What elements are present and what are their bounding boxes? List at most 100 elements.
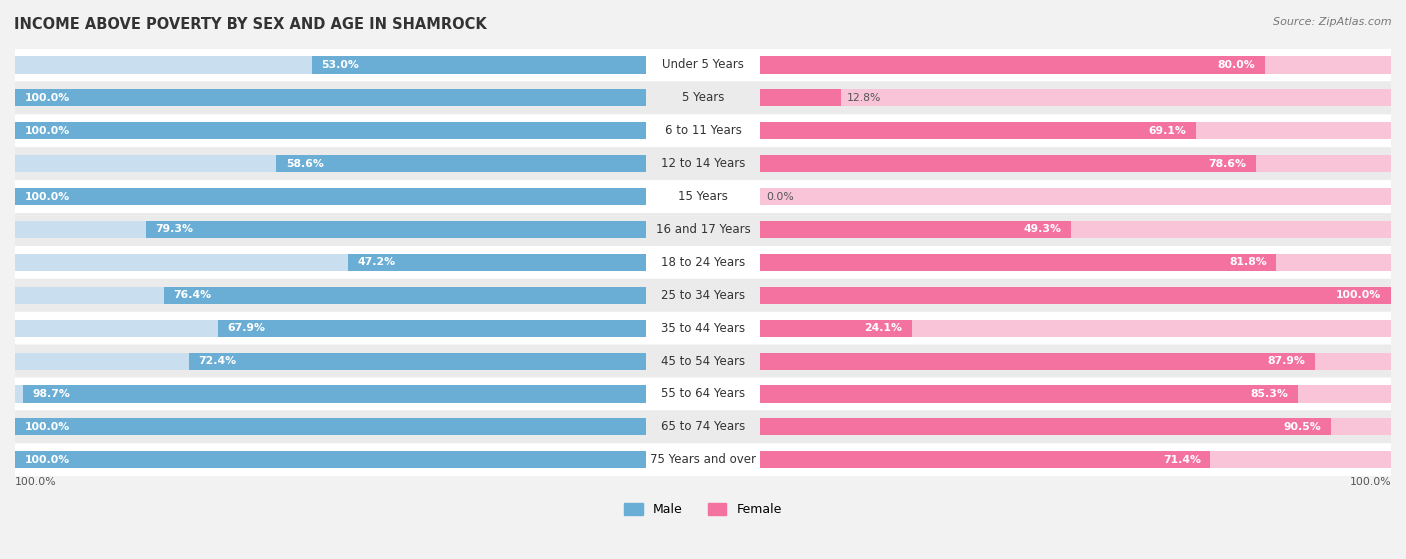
Bar <box>759 287 1391 304</box>
Text: 100.0%: 100.0% <box>15 477 56 487</box>
Text: 72.4%: 72.4% <box>198 356 236 366</box>
Bar <box>759 122 1197 139</box>
Text: 12 to 14 Years: 12 to 14 Years <box>661 157 745 170</box>
FancyBboxPatch shape <box>15 279 1391 312</box>
Text: 87.9%: 87.9% <box>1267 356 1305 366</box>
FancyBboxPatch shape <box>15 147 1391 180</box>
Text: 65 to 74 Years: 65 to 74 Years <box>661 420 745 433</box>
Text: 58.6%: 58.6% <box>285 159 323 169</box>
Bar <box>15 155 647 172</box>
FancyBboxPatch shape <box>15 180 1391 213</box>
Bar <box>759 320 912 337</box>
Text: 6 to 11 Years: 6 to 11 Years <box>665 124 741 138</box>
Text: 85.3%: 85.3% <box>1251 389 1289 399</box>
Bar <box>759 386 1391 402</box>
Text: 47.2%: 47.2% <box>357 257 396 267</box>
Text: 100.0%: 100.0% <box>24 192 70 202</box>
Bar <box>15 320 647 337</box>
Bar <box>15 188 647 205</box>
FancyBboxPatch shape <box>15 49 1391 82</box>
Text: 16 and 17 Years: 16 and 17 Years <box>655 223 751 236</box>
Text: 100.0%: 100.0% <box>24 93 70 103</box>
Text: 24.1%: 24.1% <box>865 323 903 333</box>
Text: INCOME ABOVE POVERTY BY SEX AND AGE IN SHAMROCK: INCOME ABOVE POVERTY BY SEX AND AGE IN S… <box>14 17 486 32</box>
Text: 45 to 54 Years: 45 to 54 Years <box>661 354 745 368</box>
Bar <box>15 451 647 468</box>
Text: Under 5 Years: Under 5 Years <box>662 59 744 72</box>
Bar <box>759 56 1265 74</box>
Text: 53.0%: 53.0% <box>321 60 359 70</box>
FancyBboxPatch shape <box>15 246 1391 279</box>
Bar <box>759 451 1211 468</box>
Text: 71.4%: 71.4% <box>1163 455 1201 465</box>
Text: 75 Years and over: 75 Years and over <box>650 453 756 466</box>
Text: 100.0%: 100.0% <box>24 126 70 136</box>
Bar <box>759 418 1391 435</box>
FancyBboxPatch shape <box>15 213 1391 246</box>
Bar <box>15 89 647 106</box>
Bar <box>15 353 647 369</box>
Bar <box>759 418 1331 435</box>
Bar <box>759 89 841 106</box>
Bar <box>759 254 1391 271</box>
FancyBboxPatch shape <box>15 345 1391 377</box>
Text: 90.5%: 90.5% <box>1284 422 1322 432</box>
FancyBboxPatch shape <box>15 443 1391 476</box>
Bar <box>15 254 647 271</box>
Text: 35 to 44 Years: 35 to 44 Years <box>661 321 745 335</box>
Bar <box>759 56 1391 74</box>
Text: 76.4%: 76.4% <box>173 290 211 300</box>
Bar <box>15 221 647 238</box>
Text: 100.0%: 100.0% <box>1336 290 1382 300</box>
Bar <box>15 188 647 205</box>
Bar <box>277 155 647 172</box>
Text: 0.0%: 0.0% <box>766 192 794 202</box>
Text: 25 to 34 Years: 25 to 34 Years <box>661 289 745 302</box>
Bar <box>759 155 1391 172</box>
Text: 100.0%: 100.0% <box>24 455 70 465</box>
Text: 78.6%: 78.6% <box>1208 159 1247 169</box>
Text: 55 to 64 Years: 55 to 64 Years <box>661 387 745 400</box>
Text: 98.7%: 98.7% <box>32 389 70 399</box>
Bar <box>759 451 1391 468</box>
Bar <box>759 287 1391 304</box>
Bar <box>15 386 647 402</box>
Legend: Male, Female: Male, Female <box>619 498 787 522</box>
Text: 100.0%: 100.0% <box>1350 477 1391 487</box>
Text: 79.3%: 79.3% <box>155 225 193 234</box>
Bar <box>759 221 1071 238</box>
Text: 12.8%: 12.8% <box>846 93 882 103</box>
Bar <box>24 386 647 402</box>
Bar <box>759 89 1391 106</box>
Text: 81.8%: 81.8% <box>1229 257 1267 267</box>
Bar <box>349 254 647 271</box>
Bar <box>759 353 1315 369</box>
FancyBboxPatch shape <box>15 377 1391 410</box>
Bar <box>759 386 1298 402</box>
Text: 5 Years: 5 Years <box>682 91 724 105</box>
Bar <box>15 122 647 139</box>
Bar <box>759 221 1391 238</box>
Bar <box>759 353 1391 369</box>
Text: 15 Years: 15 Years <box>678 190 728 203</box>
Bar <box>15 56 647 74</box>
Text: 18 to 24 Years: 18 to 24 Years <box>661 256 745 269</box>
Bar <box>218 320 647 337</box>
Bar <box>15 451 647 468</box>
Text: 69.1%: 69.1% <box>1149 126 1187 136</box>
Text: 67.9%: 67.9% <box>228 323 266 333</box>
Bar <box>759 122 1391 139</box>
Bar <box>15 418 647 435</box>
Bar <box>759 188 1391 205</box>
FancyBboxPatch shape <box>15 410 1391 443</box>
Bar <box>146 221 647 238</box>
Bar <box>15 418 647 435</box>
Bar <box>312 56 647 74</box>
Bar <box>759 254 1277 271</box>
Bar <box>759 155 1256 172</box>
FancyBboxPatch shape <box>15 312 1391 345</box>
Bar <box>759 320 1391 337</box>
Text: 49.3%: 49.3% <box>1024 225 1062 234</box>
Text: Source: ZipAtlas.com: Source: ZipAtlas.com <box>1274 17 1392 27</box>
Bar <box>165 287 647 304</box>
